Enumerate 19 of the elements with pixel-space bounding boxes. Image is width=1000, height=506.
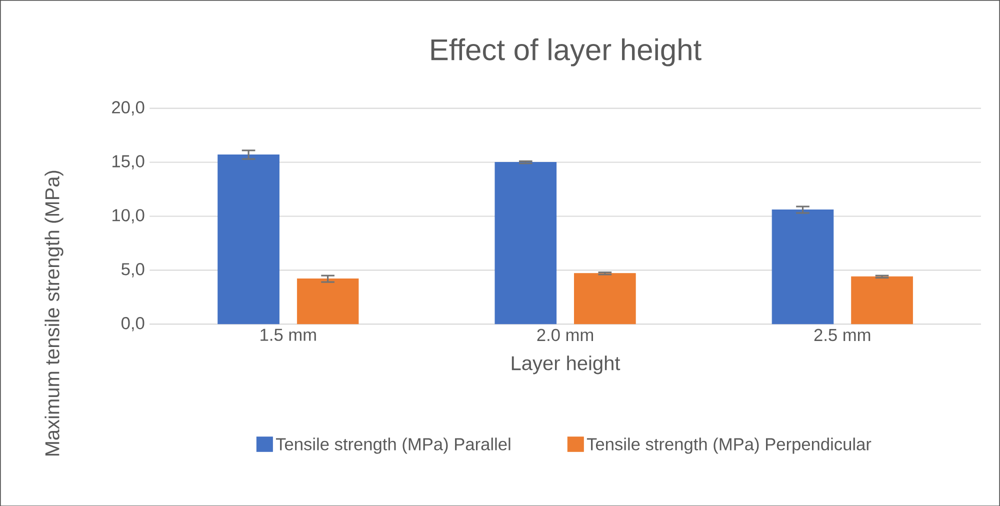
bar xyxy=(851,276,913,324)
y-tick-label: 20,0 xyxy=(112,100,144,116)
x-tick-label: 2.0 mm xyxy=(537,328,593,341)
bar xyxy=(494,162,557,324)
bar xyxy=(296,278,359,324)
legend-label: Tensile strength (MPa) Perpendicular xyxy=(586,437,872,454)
y-axis-title: Maximum tensile strength (MPa) xyxy=(44,170,64,456)
bar xyxy=(772,209,834,324)
y-tick-label: 10,0 xyxy=(112,208,144,224)
x-tick-label: 1.5 mm xyxy=(260,328,316,341)
y-tick-label: 15,0 xyxy=(112,154,144,170)
bar xyxy=(574,272,636,324)
y-tick-label: 0,0 xyxy=(122,316,144,332)
y-tick-label: 5,0 xyxy=(122,262,144,278)
bar xyxy=(218,154,280,324)
x-axis-title: Layer height xyxy=(512,355,620,374)
legend-label: Tensile strength (MPa) Parallel xyxy=(276,437,510,454)
x-tick-label: 2.5 mm xyxy=(814,328,870,341)
chart-title: Effect of layer height xyxy=(431,38,702,66)
